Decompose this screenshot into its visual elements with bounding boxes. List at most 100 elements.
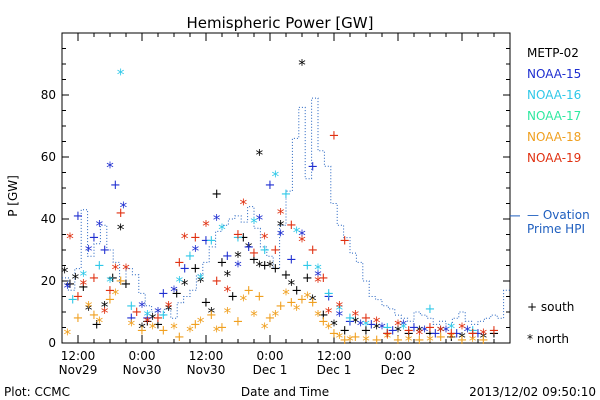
data-point: + bbox=[233, 228, 244, 243]
data-point: + bbox=[270, 262, 281, 277]
south-marker-legend: + south bbox=[527, 300, 574, 314]
data-point: + bbox=[174, 330, 185, 345]
data-point: * bbox=[234, 258, 242, 276]
data-point: + bbox=[275, 299, 286, 314]
data-point: * bbox=[437, 323, 445, 341]
data-point: * bbox=[224, 267, 232, 285]
data-point: + bbox=[121, 277, 132, 292]
data-point: * bbox=[197, 273, 205, 291]
x-tick-label: 0:00 bbox=[257, 349, 284, 363]
ovation-label: — Ovation Prime HPI bbox=[510, 208, 590, 236]
data-point: + bbox=[339, 324, 350, 339]
data-point: + bbox=[345, 314, 356, 329]
data-point: + bbox=[425, 321, 436, 336]
data-point: + bbox=[217, 321, 228, 336]
data-point: + bbox=[131, 305, 142, 320]
data-point: * bbox=[314, 261, 322, 279]
data-point: * bbox=[138, 320, 146, 338]
data-point: * bbox=[202, 217, 210, 235]
data-point: * bbox=[250, 214, 258, 232]
data-point: + bbox=[201, 296, 212, 311]
data-point: * bbox=[186, 323, 194, 341]
data-point: + bbox=[451, 327, 462, 342]
data-point: + bbox=[467, 327, 478, 342]
data-point: * bbox=[373, 313, 381, 331]
x-axis-label: Date and Time bbox=[241, 385, 329, 399]
data-point: + bbox=[67, 293, 78, 308]
data-point: * bbox=[282, 285, 290, 303]
data-point: * bbox=[293, 223, 301, 241]
data-point: + bbox=[478, 333, 489, 348]
data-point: + bbox=[361, 311, 372, 326]
data-point: * bbox=[469, 332, 477, 350]
data-point: + bbox=[265, 311, 276, 326]
data-point: + bbox=[201, 234, 212, 249]
data-point: + bbox=[366, 317, 377, 332]
y-tick-label: 60 bbox=[41, 150, 56, 164]
data-point: + bbox=[105, 283, 116, 298]
data-point: + bbox=[73, 311, 84, 326]
data-point: + bbox=[473, 327, 484, 342]
data-point: + bbox=[307, 159, 318, 174]
data-point: * bbox=[96, 217, 104, 235]
y-tick-label: 0 bbox=[48, 336, 56, 350]
data-point: * bbox=[288, 276, 296, 294]
data-point: * bbox=[336, 307, 344, 325]
data-point: + bbox=[430, 327, 441, 342]
x-tick-sublabel: Dec 1 bbox=[317, 363, 352, 377]
data-point: + bbox=[446, 327, 457, 342]
data-point: * bbox=[256, 211, 264, 229]
data-point: * bbox=[106, 273, 114, 291]
ovation-label-line1: — Ovation bbox=[527, 208, 590, 222]
ovation-hpi-path bbox=[62, 97, 510, 325]
y-axis-label: P [GW] bbox=[6, 175, 20, 217]
data-point: + bbox=[339, 234, 350, 249]
legend: METP-02 NOAA-15 NOAA-16 NOAA-17 NOAA-18 NOAA-… bbox=[527, 46, 581, 165]
data-point: + bbox=[414, 333, 425, 348]
data-point: + bbox=[126, 299, 137, 314]
data-point: + bbox=[457, 333, 468, 348]
data-point: * bbox=[346, 332, 354, 350]
legend-entry: NOAA-18 bbox=[527, 130, 581, 144]
x-tick-sublabel: Nov30 bbox=[123, 363, 162, 377]
data-point: + bbox=[297, 293, 308, 308]
data-point: * bbox=[336, 329, 344, 347]
data-point: + bbox=[190, 231, 201, 246]
data-point: + bbox=[249, 252, 260, 267]
data-point: * bbox=[480, 326, 488, 344]
north-marker-legend: * north bbox=[527, 332, 569, 346]
legend-entry: NOAA-17 bbox=[527, 109, 581, 123]
data-point: * bbox=[298, 233, 306, 251]
data-point: + bbox=[345, 311, 356, 326]
y-tick-label: 80 bbox=[41, 88, 56, 102]
y-tick-label: 40 bbox=[41, 212, 56, 226]
data-point: * bbox=[325, 304, 333, 322]
data-point: * bbox=[85, 298, 93, 316]
data-point: * bbox=[426, 332, 434, 350]
data-point: * bbox=[112, 261, 120, 279]
data-point: * bbox=[149, 310, 157, 328]
data-point: * bbox=[144, 307, 152, 325]
data-point: * bbox=[192, 242, 200, 260]
data-point: + bbox=[318, 271, 329, 286]
data-point: * bbox=[106, 158, 114, 176]
data-point: * bbox=[112, 285, 120, 303]
data-point: * bbox=[304, 289, 312, 307]
data-point: + bbox=[233, 231, 244, 246]
ovation-label-line2: Prime HPI bbox=[527, 222, 585, 236]
data-point: + bbox=[409, 321, 420, 336]
data-point: + bbox=[174, 255, 185, 270]
data-point: + bbox=[185, 249, 196, 264]
data-point: * bbox=[181, 276, 189, 294]
data-point: * bbox=[261, 320, 269, 338]
data-point: + bbox=[158, 286, 169, 301]
data-point: * bbox=[357, 316, 365, 334]
data-point: * bbox=[400, 316, 408, 334]
data-point: * bbox=[272, 307, 280, 325]
data-point: + bbox=[329, 327, 340, 342]
data-point: * bbox=[165, 301, 173, 319]
data-point: + bbox=[403, 324, 414, 339]
legend-entry: NOAA-16 bbox=[527, 88, 581, 102]
data-points: *+*+*+*+*+*+*+*+*+*+*+*+*+*+*+*+*+*+*+*+… bbox=[61, 56, 500, 350]
